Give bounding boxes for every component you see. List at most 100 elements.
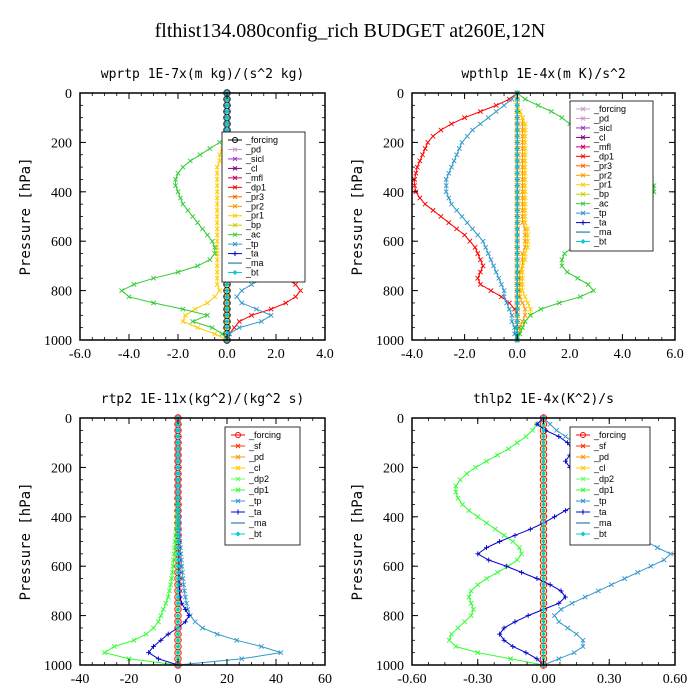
data-point	[459, 139, 465, 145]
data-point	[541, 465, 546, 470]
y-tick-label: 600	[51, 235, 72, 250]
data-point	[559, 115, 565, 121]
legend-marker	[580, 116, 586, 121]
data-point	[455, 625, 461, 631]
data-point	[527, 526, 533, 532]
data-point	[456, 146, 462, 152]
data-point	[457, 477, 463, 483]
data-point	[443, 183, 449, 189]
y-tick-label: 1000	[44, 659, 72, 674]
legend-label: _pd	[593, 113, 609, 123]
data-point	[559, 257, 565, 263]
data-point	[214, 189, 220, 195]
data-point	[573, 631, 579, 637]
data-point	[506, 306, 512, 312]
y-tick-label: 0	[397, 412, 404, 427]
data-point	[224, 319, 230, 324]
data-point	[477, 109, 483, 115]
data-point	[462, 115, 468, 121]
y-tick-label: 200	[51, 136, 72, 151]
legend-label: _ma	[245, 258, 264, 268]
data-point	[173, 183, 179, 189]
data-point	[519, 569, 525, 575]
data-point	[214, 281, 220, 287]
data-point	[175, 483, 181, 489]
data-point	[522, 170, 528, 176]
x-tick-label: -4.0	[401, 347, 423, 362]
legend-marker	[580, 220, 586, 226]
data-point	[504, 300, 510, 306]
data-point	[417, 158, 423, 164]
data-point	[469, 226, 476, 232]
data-point	[514, 557, 520, 563]
legend-label: _dp1	[593, 151, 614, 161]
data-point	[541, 514, 546, 519]
series-line-dp1	[103, 418, 179, 666]
data-point	[453, 643, 459, 649]
data-point	[446, 220, 452, 226]
data-point	[556, 619, 562, 625]
legend-label: _ta	[245, 249, 259, 259]
data-point	[155, 619, 161, 625]
data-point	[517, 331, 523, 337]
data-point	[556, 300, 562, 306]
legend-label: _ac	[245, 230, 261, 240]
data-point	[541, 533, 546, 538]
legend-marker	[580, 182, 586, 188]
data-point	[522, 183, 528, 189]
legend-marker	[580, 135, 586, 140]
legend-label: _pr3	[593, 161, 612, 171]
data-point	[525, 232, 531, 238]
data-point	[562, 434, 568, 440]
data-point	[199, 625, 206, 631]
legend-label: _cl	[248, 463, 261, 473]
data-point	[214, 257, 220, 263]
data-point	[172, 545, 178, 551]
data-point	[541, 631, 546, 637]
data-point	[268, 306, 274, 312]
legend-label: _ta	[248, 507, 262, 517]
data-point	[522, 195, 528, 201]
page-title: flthist134.080config_rich BUDGET at260E,…	[154, 20, 546, 42]
data-point	[512, 532, 518, 538]
data-point	[175, 269, 181, 275]
data-point	[475, 275, 481, 281]
data-point	[541, 625, 546, 631]
legend-marker	[580, 125, 586, 131]
data-point	[459, 213, 465, 220]
data-point	[236, 318, 242, 324]
data-point	[541, 564, 546, 569]
data-point	[496, 275, 502, 281]
data-point	[217, 288, 223, 294]
y-tick-label: 400	[51, 186, 72, 201]
x-tick-label: 0.00	[531, 672, 556, 687]
data-point	[175, 465, 181, 470]
data-point	[541, 588, 546, 594]
data-point	[422, 146, 428, 152]
data-point	[493, 109, 499, 115]
data-point	[541, 570, 546, 575]
data-point	[522, 121, 528, 127]
data-point	[509, 318, 515, 324]
data-point	[580, 637, 586, 643]
x-tick-label: -0.60	[397, 672, 426, 687]
legend-label: _bp	[593, 189, 609, 199]
data-point	[150, 275, 157, 281]
legend-label: _pr1	[593, 180, 612, 190]
data-point	[448, 201, 454, 207]
data-point	[466, 594, 472, 600]
legend-marker	[232, 137, 238, 143]
y-tick-label: 600	[383, 235, 404, 250]
data-point	[182, 594, 188, 600]
data-point	[488, 288, 494, 294]
y-tick-label: 0	[65, 412, 72, 427]
data-point	[509, 312, 515, 318]
legend-marker	[580, 432, 586, 438]
data-point	[505, 446, 511, 452]
x-tick-label: 0	[175, 672, 182, 687]
data-point	[523, 434, 529, 440]
data-point	[204, 300, 210, 306]
y-tick-label: 200	[383, 136, 404, 151]
data-point	[224, 288, 230, 293]
data-point	[293, 281, 299, 287]
